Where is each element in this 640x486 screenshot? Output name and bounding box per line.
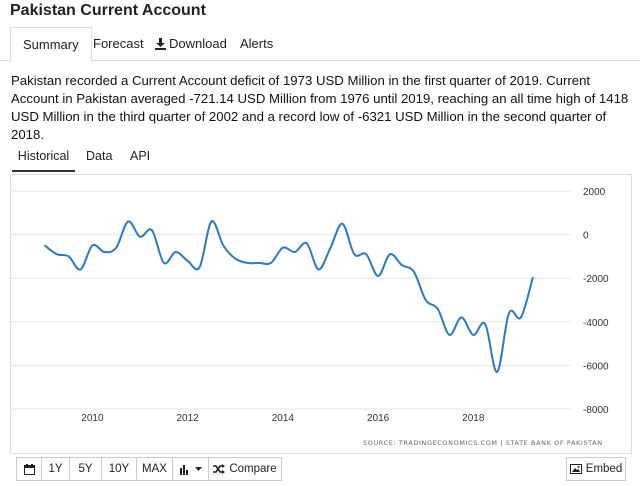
data-point — [258, 262, 260, 264]
data-point — [55, 253, 58, 255]
y-tick-label: 2000 — [583, 187, 606, 198]
data-point — [389, 253, 391, 255]
tab-historical[interactable]: Historical — [12, 142, 75, 172]
x-tick-label: 2018 — [462, 413, 485, 424]
series-line — [44, 220, 534, 373]
range-max-button[interactable]: MAX — [136, 457, 173, 481]
x-tick-label: 2016 — [367, 413, 390, 424]
range-1y-button[interactable]: 1Y — [41, 457, 70, 481]
data-point — [151, 229, 153, 231]
data-point — [246, 262, 248, 264]
data-point — [460, 316, 463, 319]
current-account-chart: 2000 0 -2000 -4000 -6000 -8000 2010 2012 2014 201… — [11, 187, 609, 424]
x-tick-label: 2014 — [272, 413, 295, 424]
caret-down-icon — [194, 466, 202, 471]
shuffle-icon — [213, 464, 226, 474]
data-point — [210, 220, 213, 223]
embed-button[interactable]: Embed — [566, 457, 626, 481]
historical-tabs: Historical Data API — [0, 142, 640, 174]
tab-summary[interactable]: Summary — [10, 27, 92, 62]
data-point — [186, 260, 189, 262]
data-point — [496, 371, 498, 373]
tab-download[interactable]: Download — [155, 27, 227, 61]
range-10y-button[interactable]: 10Y — [101, 457, 137, 481]
data-point — [365, 253, 368, 255]
data-point — [472, 334, 475, 336]
data-point — [329, 246, 332, 249]
data-point — [532, 276, 534, 279]
compare-label: Compare — [229, 463, 277, 475]
data-point — [91, 244, 94, 247]
x-tick-label: 2010 — [81, 413, 104, 424]
page-title: Pakistan Current Account — [10, 2, 206, 19]
data-point — [484, 323, 487, 325]
calendar-icon — [23, 463, 35, 475]
data-point — [353, 253, 356, 255]
compare-button[interactable]: Compare — [208, 457, 282, 481]
data-point — [377, 275, 379, 277]
data-point — [317, 268, 320, 271]
data-point — [448, 334, 451, 336]
chart-type-button[interactable] — [172, 457, 209, 481]
tab-forecast[interactable]: Forecast — [93, 36, 144, 51]
data-point — [270, 262, 272, 264]
chart-source: SOURCE: TRADINGECONOMICS.COM | STATE BAN… — [363, 439, 603, 447]
y-tick-label: -6000 — [583, 361, 609, 372]
data-point — [103, 251, 106, 253]
data-point — [436, 307, 439, 310]
data-point — [520, 316, 522, 319]
calendar-button[interactable] — [16, 457, 42, 481]
data-point — [294, 251, 296, 253]
data-point — [139, 236, 141, 238]
download-icon — [155, 38, 166, 50]
tab-download-label: Download — [169, 36, 227, 51]
bar-chart-icon — [179, 464, 188, 475]
chart-container: 2000 0 -2000 -4000 -6000 -8000 2010 2012 2014 201… — [10, 174, 632, 454]
x-tick-label: 2012 — [177, 413, 200, 424]
y-tick-label: 0 — [583, 231, 589, 242]
top-tabs: Summary Forecast Download Alerts — [0, 27, 640, 62]
chart-toolbar: 1Y 5Y 10Y MAX Compare — [16, 457, 282, 481]
tab-api[interactable]: API — [130, 149, 151, 163]
summary-description: Pakistan recorded a Current Account defi… — [11, 73, 629, 142]
y-tick-label: -4000 — [583, 318, 609, 329]
data-point — [79, 268, 82, 271]
data-point — [282, 246, 284, 249]
data-point — [67, 255, 70, 258]
data-point — [44, 244, 46, 247]
tab-alerts[interactable]: Alerts — [240, 36, 274, 51]
data-point — [198, 266, 201, 269]
data-point — [234, 257, 236, 260]
data-point — [174, 251, 177, 253]
y-tick-label: -8000 — [583, 405, 609, 416]
data-point — [413, 270, 415, 273]
range-5y-button[interactable]: 5Y — [69, 457, 102, 481]
data-point — [163, 262, 165, 264]
y-tick-label: -2000 — [583, 274, 609, 285]
tab-data[interactable]: Data — [86, 149, 113, 163]
data-point — [508, 312, 510, 314]
data-point — [222, 244, 225, 247]
embed-label: Embed — [585, 463, 623, 475]
data-point — [341, 222, 344, 225]
data-point — [424, 299, 427, 301]
data-point — [305, 242, 308, 245]
image-icon — [569, 464, 582, 474]
data-point — [115, 246, 117, 249]
data-point — [127, 220, 129, 223]
data-point — [401, 264, 403, 266]
